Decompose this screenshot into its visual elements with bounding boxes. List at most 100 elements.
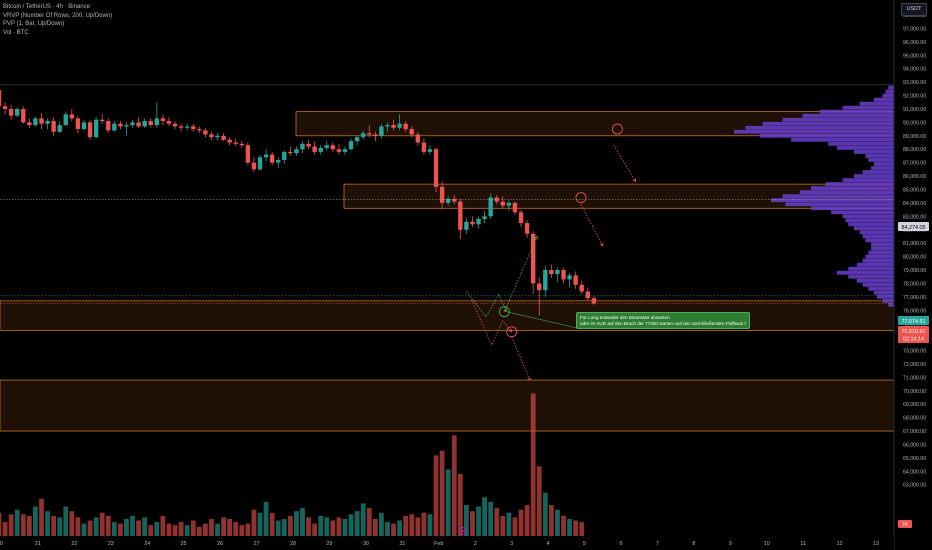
profile-bin-10 [745, 125, 894, 130]
candle-24 [142, 121, 147, 127]
candle-57 [342, 149, 348, 152]
profile-bin-16 [854, 150, 894, 154]
candle-56 [336, 149, 342, 152]
candle-51 [306, 143, 311, 147]
circle-markers [498, 123, 623, 338]
profile-bin-5 [842, 105, 894, 110]
volume-bar-10 [57, 517, 63, 536]
candle-25 [148, 121, 153, 126]
candle-73 [439, 186, 445, 203]
volume-bar-89 [536, 466, 542, 536]
projection-arrowhead-3 [527, 377, 531, 381]
candle-26 [154, 118, 160, 126]
price-tick-26: 72,000.00 [903, 362, 926, 368]
volume-bar-79 [476, 506, 481, 536]
volume-bar-55 [330, 520, 336, 536]
candle-1 [2, 106, 8, 109]
time-tick-8: 28 [290, 541, 296, 547]
volume-bar-0 [0, 512, 2, 536]
volume-bar-94 [567, 518, 572, 536]
candle-20 [118, 123, 123, 127]
profile-bin-22 [854, 174, 894, 178]
indicator-pvp[interactable]: PVP (1, Bar, Up/Down) [3, 21, 65, 28]
volume-bar-22 [130, 515, 135, 536]
candle-87 [524, 223, 530, 234]
price-tick-2: 96,000.00 [903, 40, 926, 46]
candle-38 [227, 139, 232, 143]
volume-bar-14 [81, 523, 87, 536]
candle-52 [312, 146, 317, 152]
time-tick-3: 23 [108, 541, 114, 547]
price-tick-20: 78,000.00 [903, 281, 926, 287]
symbol-title[interactable]: Bitcoin / TetherUS · 4h · Binance [3, 4, 90, 10]
profile-bin-3 [874, 97, 894, 102]
volume-bar-65 [391, 523, 396, 536]
volume-bar-85 [512, 517, 518, 536]
price-axis[interactable] [894, 0, 932, 550]
indicator-volume[interactable]: Vol · BTC [3, 29, 29, 36]
candle-19 [112, 123, 117, 131]
volume-bar-33 [196, 526, 202, 536]
candle-41 [245, 145, 251, 163]
price-tick-19: 79,000.00 [903, 268, 926, 274]
profile-bin-15 [836, 145, 894, 150]
volume-bar-34 [202, 523, 208, 536]
candle-70 [421, 142, 427, 152]
volume-bar-30 [178, 522, 184, 536]
volume-bar-77 [463, 505, 469, 536]
candle-17 [99, 119, 105, 122]
candle-77 [464, 221, 469, 230]
profile-bin-30 [811, 206, 894, 211]
profile-bin-25 [811, 186, 894, 191]
goto-realtime-icon[interactable] [459, 527, 467, 535]
profile-bin-35 [854, 226, 894, 231]
volume-bar-36 [215, 523, 220, 536]
price-tick-17: 81,000.00 [903, 241, 926, 247]
profile-bin-11 [734, 129, 894, 134]
volume-bar-7 [39, 498, 44, 536]
candle-13 [75, 118, 81, 130]
volume-bar-3 [14, 509, 20, 536]
price-tag-77074: 77,074.51 [902, 319, 926, 325]
volume-bar-17 [99, 512, 105, 536]
profile-bin-21 [862, 170, 894, 174]
annotation-callout[interactable]: Für Long entweder den Binanstart abwarte… [576, 312, 750, 329]
profile-bin-2 [882, 93, 894, 98]
volume-bar-42 [251, 509, 257, 536]
volume-bar-80 [482, 497, 487, 536]
projection-arrowhead-5 [508, 328, 513, 333]
volume-bar-88 [530, 393, 536, 536]
volume-bar-66 [397, 520, 403, 536]
volume-bar-39 [233, 522, 239, 536]
price-tick-35: 63,000.00 [903, 483, 926, 489]
candle-18 [106, 121, 111, 131]
volume-bar-61 [366, 508, 372, 536]
volume-bar-43 [257, 512, 263, 536]
price-tick-15: 83,000.00 [903, 214, 926, 220]
time-tick-10: 30 [363, 541, 369, 547]
volume-bar-86 [518, 509, 524, 536]
profile-bin-27 [782, 194, 894, 199]
projection-1 [580, 204, 604, 247]
indicator-vrvp[interactable]: VRVP (Number Of Rows, 200, Up/Down) [3, 12, 113, 19]
volume-bar-29 [172, 525, 178, 536]
profile-bin-6 [819, 109, 894, 114]
price-tick-6: 92,000.00 [903, 94, 926, 100]
time-tick-23: 12 [837, 541, 843, 547]
currency-button[interactable]: USDT [901, 3, 927, 16]
profile-bin-45 [848, 266, 894, 271]
candle-10 [57, 125, 62, 132]
candle-8 [45, 121, 50, 124]
profile-bin-17 [865, 154, 894, 158]
candle-46 [276, 159, 281, 163]
volume-bar-1 [2, 522, 8, 536]
volume-bar-15 [87, 520, 93, 536]
time-axis[interactable] [0, 536, 894, 550]
volume-bar-45 [269, 512, 275, 536]
circle-marker-2 [498, 306, 510, 318]
profile-bin-29 [785, 202, 894, 207]
candle-65 [391, 125, 396, 128]
profile-bin-34 [848, 222, 894, 227]
volume-bar-82 [494, 508, 500, 536]
